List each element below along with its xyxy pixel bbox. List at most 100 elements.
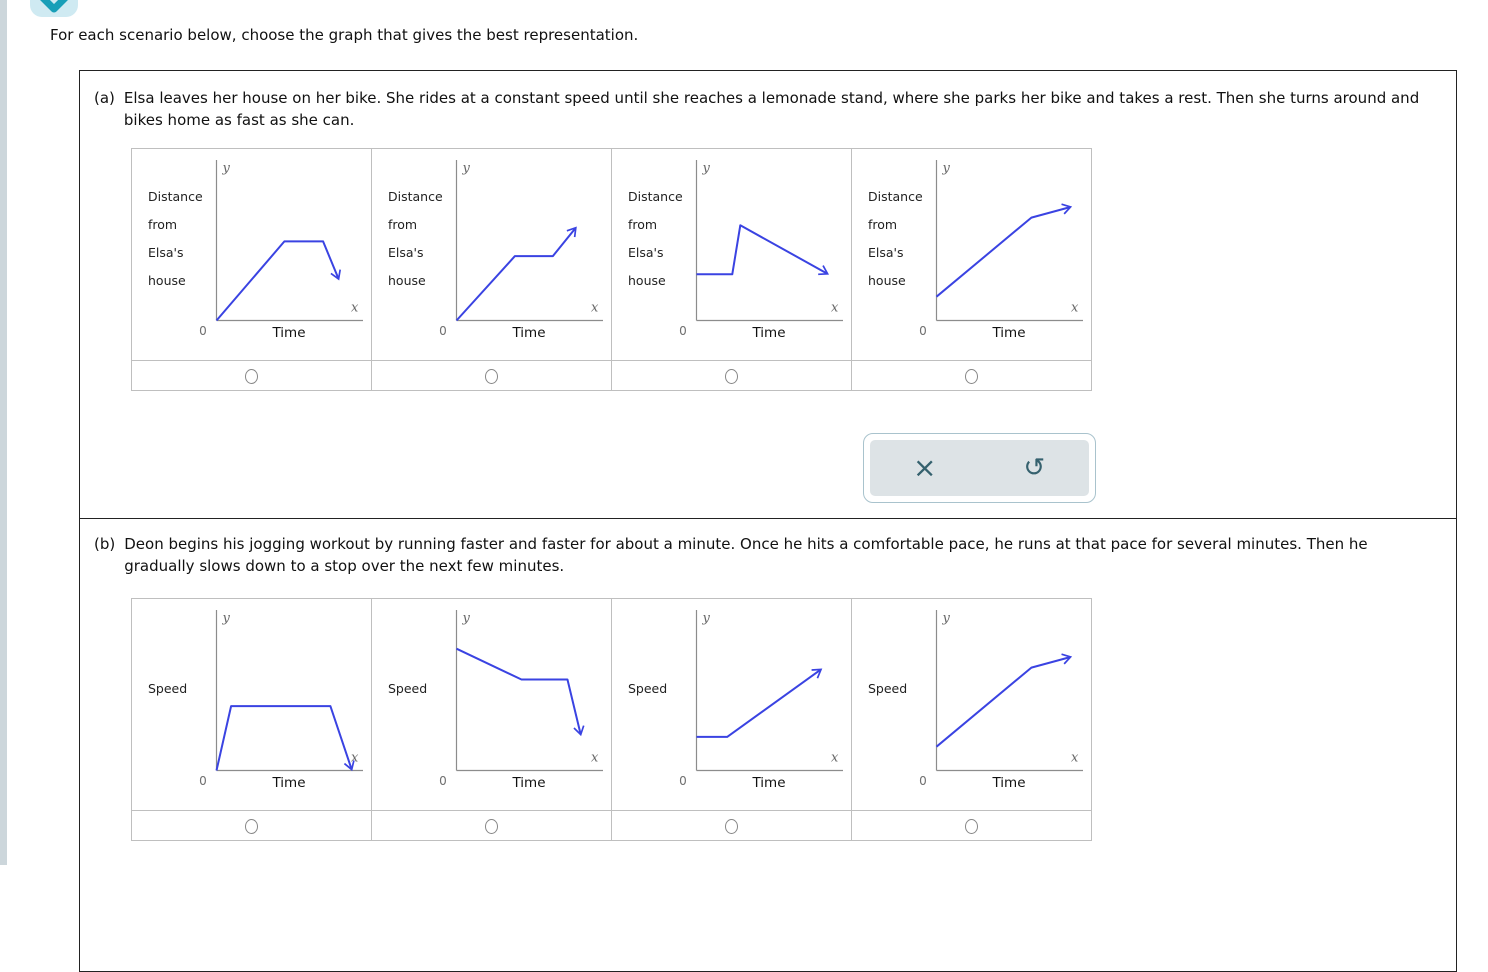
mini-graph: yx [935, 609, 1083, 771]
radio-option-b1[interactable] [245, 818, 258, 834]
y-axis-label: Distance from Elsa's house [868, 183, 923, 295]
graph-line [935, 652, 1073, 747]
y-axis-label-line: Speed [868, 680, 908, 696]
axis-letter-x: x [591, 301, 599, 316]
left-gutter-bar [0, 0, 7, 865]
x-axis-title: Time [992, 325, 1026, 341]
mini-graph: yx [695, 160, 843, 322]
scenario-a-section: (a) Elsa leaves her house on her bike. S… [80, 71, 1456, 518]
axis-letter-x: x [351, 750, 359, 765]
graph-option-a2: Distance from Elsa's house y x 0 Time [372, 149, 611, 360]
graph-line [696, 667, 823, 738]
y-axis-label-line: from [388, 217, 418, 232]
origin-label: 0 [919, 773, 927, 788]
answer-toolbar-inner: × ↺ [870, 440, 1089, 496]
scenario-b-label: (b) [94, 534, 116, 553]
graph-line [696, 224, 830, 276]
y-axis-label-line: Speed [388, 680, 428, 696]
radio-option-a4[interactable] [965, 369, 978, 384]
question-box: (a) Elsa leaves her house on her bike. S… [79, 70, 1457, 972]
x-axis-title: Time [272, 325, 306, 341]
y-axis-label-line: Distance [628, 189, 683, 204]
x-axis-title: Time [512, 774, 546, 791]
x-axis-title: Time [512, 325, 546, 341]
origin-label: 0 [199, 773, 207, 788]
axis-letter-x: x [1071, 750, 1079, 765]
x-axis-title: Time [272, 774, 306, 791]
x-axis-title: Time [752, 774, 786, 791]
y-axis-label-line: house [868, 273, 906, 288]
origin-label: 0 [439, 324, 447, 338]
axis-letter-y: y [222, 611, 231, 626]
graph-option-b2: Speed y x 0 Time [372, 599, 611, 810]
graph-line [455, 226, 577, 322]
collapse-chevron-button[interactable] [30, 0, 78, 17]
radio-option-a2[interactable] [485, 369, 498, 384]
y-axis-label-line: Elsa's [868, 245, 904, 260]
origin-label: 0 [679, 324, 687, 338]
graph-option-b1: Speed y x 0 Time [132, 599, 371, 810]
axis-letter-x: x [1071, 301, 1079, 316]
axis-letter-y: y [702, 611, 711, 626]
y-axis-label: Distance from Elsa's house [388, 183, 443, 295]
y-axis-label-line: Distance [148, 189, 203, 204]
y-axis-label-line: Distance [388, 189, 443, 204]
y-axis-label-line: Elsa's [388, 245, 424, 260]
mini-graph: yx [455, 609, 603, 771]
mini-graph: yx [215, 160, 363, 322]
axis-letter-y: y [222, 161, 231, 176]
axis-letter-y: y [942, 611, 951, 626]
undo-button[interactable]: ↺ [980, 455, 1090, 481]
graph-option-a3: Distance from Elsa's house y x 0 Time [612, 149, 851, 360]
scenario-b-section: (b) Deon begins his jogging workout by r… [80, 517, 1456, 879]
x-axis-title: Time [752, 325, 786, 341]
origin-label: 0 [439, 773, 447, 788]
y-axis-label-line: house [388, 273, 426, 288]
y-axis-label-line: Speed [148, 680, 188, 696]
axis-letter-y: y [462, 161, 471, 176]
radio-option-b2[interactable] [485, 818, 498, 834]
graph-line [215, 240, 342, 322]
clear-answer-button[interactable]: × [870, 454, 980, 482]
radio-option-a3[interactable] [725, 369, 738, 384]
radio-option-b3[interactable] [725, 818, 738, 834]
graph-line [456, 647, 585, 736]
y-axis-label: Speed [148, 675, 187, 703]
y-axis-label-line: Elsa's [148, 245, 184, 260]
graph-line [215, 704, 355, 771]
y-axis-label-line: from [148, 217, 178, 232]
y-axis-label-line: from [868, 217, 898, 232]
radio-option-b4[interactable] [965, 818, 978, 834]
mini-graph: yx [935, 160, 1083, 322]
y-axis-label-line: from [628, 217, 658, 232]
graph-option-a4: Distance from Elsa's house y x 0 Time [852, 149, 1091, 360]
chevron-down-icon [40, 0, 68, 13]
scenario-a-label: (a) [94, 89, 115, 107]
y-axis-label-line: Distance [868, 189, 923, 204]
axis-letter-y: y [702, 161, 711, 176]
axis-letter-x: x [591, 750, 599, 765]
question-prompt: For each scenario below, choose the grap… [50, 26, 639, 44]
axis-letter-x: x [831, 750, 839, 765]
scenario-a-options-table: Distance from Elsa's house y x 0 Time Distance f… [131, 148, 1092, 391]
answer-toolbar: × ↺ [863, 433, 1096, 503]
mini-graph: yx [695, 609, 843, 771]
axis-letter-y: y [942, 161, 951, 176]
graph-option-a1: Distance from Elsa's house y x 0 Time [132, 149, 371, 360]
y-axis-label: Speed [388, 675, 427, 703]
graph-line [935, 203, 1073, 298]
y-axis-label-line: house [148, 273, 186, 288]
radio-option-a1[interactable] [245, 369, 258, 384]
origin-label: 0 [679, 773, 687, 788]
y-axis-label-line: Speed [628, 680, 668, 696]
y-axis-label-line: Elsa's [628, 245, 664, 260]
axis-letter-y: y [462, 611, 471, 626]
mini-graph: yx [215, 609, 363, 771]
y-axis-label-line: house [628, 273, 666, 288]
axis-letter-x: x [831, 301, 839, 316]
origin-label: 0 [919, 324, 927, 338]
mini-graph: yx [455, 160, 603, 322]
origin-label: 0 [199, 324, 207, 338]
scenario-b-options-table: Speed y x 0 Time Speed y x 0 Time Speed y x 0 Time S… [131, 597, 1092, 841]
graph-option-b4: Speed y x 0 Time [852, 599, 1091, 810]
